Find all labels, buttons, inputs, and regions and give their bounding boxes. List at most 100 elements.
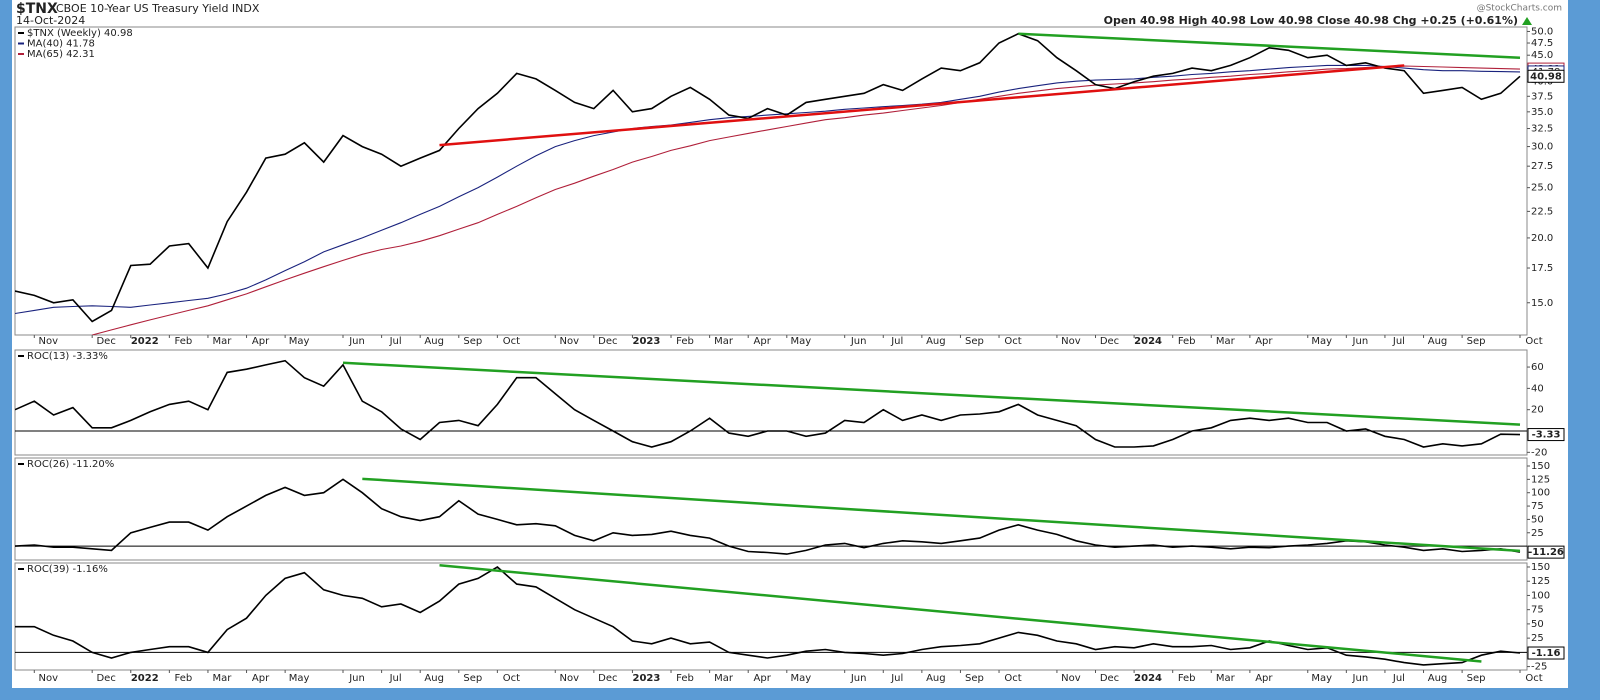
x-tick-label: Oct: [503, 673, 520, 684]
last-value-label: 40.98: [1530, 71, 1562, 82]
series-line: [15, 32, 1521, 323]
trendline: [362, 477, 1521, 553]
up-arrow: [1522, 17, 1532, 25]
trendline: [342, 361, 1521, 426]
x-tick-label: May: [790, 336, 811, 347]
x-tick-label: Mar: [213, 673, 233, 684]
x-tick-label: Dec: [96, 336, 115, 347]
y-tick-label: 37.5: [1531, 91, 1553, 102]
x-tick-label: Sep: [965, 336, 984, 347]
x-tick-label: Oct: [1525, 336, 1542, 347]
trendline: [1018, 32, 1521, 59]
x-tick-label: Jul: [389, 673, 402, 684]
y-tick-label: 17.5: [1531, 263, 1553, 274]
x-tick-label: Nov: [1061, 673, 1081, 684]
x-tick-label: 2022: [131, 336, 159, 347]
x-tick-label: Sep: [1467, 336, 1486, 347]
last-value-label: -3.33: [1532, 430, 1561, 441]
trendline: [439, 564, 1482, 663]
x-tick-label: Jul: [1392, 336, 1405, 347]
y-tick-label: 50.0: [1531, 26, 1553, 37]
x-tick-label: Mar: [714, 336, 734, 347]
x-tick-label: Apr: [754, 336, 772, 347]
series-line: [15, 64, 1521, 315]
x-tick-label: Jun: [850, 336, 867, 347]
y-tick-label: 100: [1531, 488, 1550, 499]
x-tick-label: Nov: [39, 336, 59, 347]
x-tick-label: 2024: [1134, 336, 1162, 347]
x-tick-label: 2023: [633, 673, 661, 684]
x-tick-label: Apr: [754, 673, 772, 684]
trendline: [439, 64, 1405, 147]
y-tick-label: 150: [1531, 562, 1550, 573]
x-tick-label: Feb: [1178, 673, 1196, 684]
y-tick-label: 125: [1531, 576, 1550, 587]
x-tick-label: Nov: [559, 673, 579, 684]
x-tick-label: 2023: [633, 336, 661, 347]
series-line: [15, 478, 1521, 555]
y-tick-label: 45.0: [1531, 50, 1553, 61]
x-tick-label: Apr: [252, 673, 270, 684]
y-tick-label: 25: [1531, 633, 1544, 644]
x-tick-label: Dec: [1100, 336, 1119, 347]
y-tick-label: 40: [1531, 383, 1544, 394]
last-value-box: [1527, 428, 1565, 442]
last-value-box: [1527, 545, 1565, 559]
y-tick-label: 75: [1531, 501, 1544, 512]
x-tick-label: Jun: [850, 673, 867, 684]
y-tick-label: 50: [1531, 619, 1544, 630]
x-tick-label: Apr: [252, 336, 270, 347]
x-tick-label: Jul: [1392, 673, 1405, 684]
x-tick-label: Jul: [890, 673, 903, 684]
y-tick-label: 32.5: [1531, 124, 1553, 135]
y-tick-label: 22.5: [1531, 206, 1553, 217]
instrument-name: CBOE 10-Year US Treasury Yield INDX: [56, 2, 260, 15]
x-tick-label: Feb: [1178, 336, 1196, 347]
x-tick-label: Feb: [676, 336, 694, 347]
x-tick-label: Oct: [1004, 673, 1021, 684]
quote: Open 40.98 High 40.98 Low 40.98 Close 40…: [1104, 14, 1518, 27]
panel-frame: [14, 349, 1528, 456]
x-tick-label: Oct: [1004, 336, 1021, 347]
x-tick-label: Sep: [1467, 673, 1486, 684]
x-tick-label: Feb: [676, 673, 694, 684]
y-tick-label: 60: [1531, 362, 1544, 373]
x-tick-label: Dec: [1100, 673, 1119, 684]
x-tick-label: Aug: [424, 336, 444, 347]
legend-label: MA(65) 42.31: [27, 49, 95, 60]
x-tick-label: May: [790, 673, 811, 684]
x-tick-label: Feb: [174, 336, 192, 347]
legend-label: ROC(39) -1.16%: [27, 564, 108, 575]
last-value-box: [1527, 646, 1565, 660]
x-tick-label: Aug: [926, 673, 946, 684]
x-tick-label: Aug: [424, 673, 444, 684]
x-tick-label: Dec: [96, 673, 115, 684]
last-value-label: -11.26: [1528, 547, 1564, 558]
y-tick-label: -25: [1531, 662, 1547, 673]
x-tick-label: May: [289, 673, 310, 684]
y-tick-label: 20.0: [1531, 233, 1553, 244]
y-tick-label: 30.0: [1531, 142, 1553, 153]
y-tick-label: 27.5: [1531, 161, 1553, 172]
x-tick-label: Dec: [598, 336, 617, 347]
y-tick-label: 50: [1531, 514, 1544, 525]
legend-label: $TNX (Weekly) 40.98: [27, 28, 133, 39]
panel-frame: [14, 457, 1528, 561]
x-tick-label: May: [289, 336, 310, 347]
series-line: [92, 65, 1521, 335]
x-tick-label: Feb: [174, 673, 192, 684]
x-tick-label: Aug: [1428, 336, 1448, 347]
y-tick-label: -20: [1531, 447, 1547, 458]
x-tick-label: Sep: [463, 673, 482, 684]
credit: @StockCharts.com: [1477, 4, 1562, 14]
series-line: [15, 359, 1521, 448]
x-tick-label: Jun: [348, 673, 365, 684]
x-tick-label: Dec: [598, 673, 617, 684]
x-tick-label: Jun: [348, 336, 365, 347]
y-tick-label: 35.0: [1531, 107, 1553, 118]
x-tick-label: Nov: [559, 336, 579, 347]
last-value-label: -1.16: [1532, 648, 1561, 659]
x-tick-label: Nov: [1061, 336, 1081, 347]
x-tick-label: Jul: [890, 336, 903, 347]
